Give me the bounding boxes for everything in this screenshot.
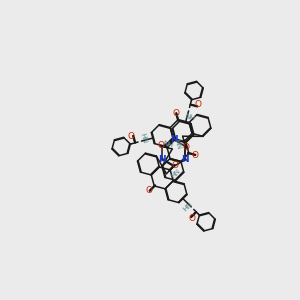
Text: N: N xyxy=(170,135,178,144)
Text: NH: NH xyxy=(162,140,174,148)
Text: O: O xyxy=(128,132,135,141)
Text: NH: NH xyxy=(167,167,178,178)
Text: O: O xyxy=(189,214,196,223)
Text: O: O xyxy=(173,109,180,118)
Text: NH: NH xyxy=(176,136,185,148)
Text: NH: NH xyxy=(179,199,191,211)
Text: O: O xyxy=(194,100,202,109)
Text: O: O xyxy=(157,141,164,150)
Text: NH: NH xyxy=(142,131,150,142)
Text: O: O xyxy=(192,151,199,160)
Text: NH: NH xyxy=(184,113,196,122)
Text: O: O xyxy=(172,160,178,169)
Text: O: O xyxy=(182,143,189,152)
Text: N: N xyxy=(158,155,166,164)
Text: O: O xyxy=(146,186,153,195)
Text: N: N xyxy=(182,155,189,164)
